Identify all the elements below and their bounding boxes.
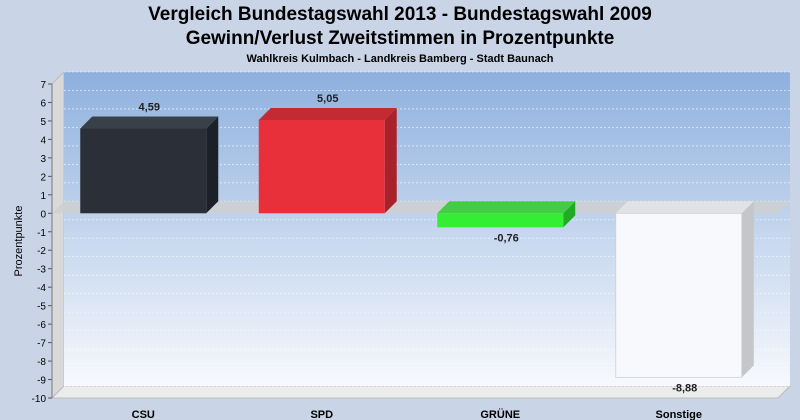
y-tick-label: -4 — [37, 283, 46, 294]
bar-top — [615, 201, 754, 214]
data-label: -8,88 — [672, 382, 697, 394]
y-tick-label: 1 — [40, 191, 46, 202]
data-label: 4,59 — [139, 102, 160, 114]
bar-side — [384, 108, 397, 214]
zero-plane — [52, 201, 790, 214]
x-tick-label: Sonstige — [656, 409, 702, 420]
y-axis-title: Prozentpunkte — [13, 206, 25, 277]
y-tick-label: 7 — [40, 80, 46, 91]
data-label: -0,76 — [494, 232, 519, 244]
bar-csu — [80, 128, 207, 214]
left-wall — [51, 70, 65, 400]
data-label: 5,05 — [317, 93, 338, 105]
bar-spd — [258, 120, 385, 214]
bar-top — [437, 201, 576, 214]
y-tick-label: -9 — [37, 376, 46, 387]
y-tick-label: -10 — [32, 394, 47, 405]
bar-sonstige — [615, 212, 743, 378]
bar-grüne — [437, 213, 564, 228]
y-tick-label: -7 — [37, 339, 46, 350]
x-tick-label: CSU — [132, 409, 155, 420]
y-tick-label: -3 — [37, 265, 46, 276]
y-tick-label: 3 — [40, 154, 46, 165]
chart-subtitle: Gewinn/Verlust Zweitstimmen in Prozentpu… — [185, 28, 615, 49]
y-tick-label: 2 — [40, 172, 46, 183]
bar-side — [741, 201, 754, 378]
bar-top — [258, 108, 397, 121]
y-tick-label: 5 — [40, 117, 46, 128]
x-tick-label: GRÜNE — [480, 408, 520, 420]
y-tick-label: -5 — [37, 302, 46, 313]
y-tick-label: -6 — [37, 320, 46, 331]
y-tick-label: -1 — [37, 228, 46, 239]
chart-caption: Wahlkreis Kulmbach - Landkreis Bamberg -… — [246, 53, 554, 65]
y-tick-label: 4 — [40, 135, 46, 146]
x-tick-label: SPD — [310, 409, 333, 420]
bar-side — [563, 201, 576, 228]
y-tick-label: 0 — [40, 209, 46, 220]
y-tick-label: -8 — [37, 357, 46, 368]
bar-top — [80, 116, 219, 129]
y-tick-label: 6 — [40, 98, 46, 109]
bar-side — [206, 116, 219, 214]
chart-title: Vergleich Bundestagswahl 2013 - Bundesta… — [148, 4, 652, 25]
y-tick-label: -2 — [37, 246, 46, 257]
